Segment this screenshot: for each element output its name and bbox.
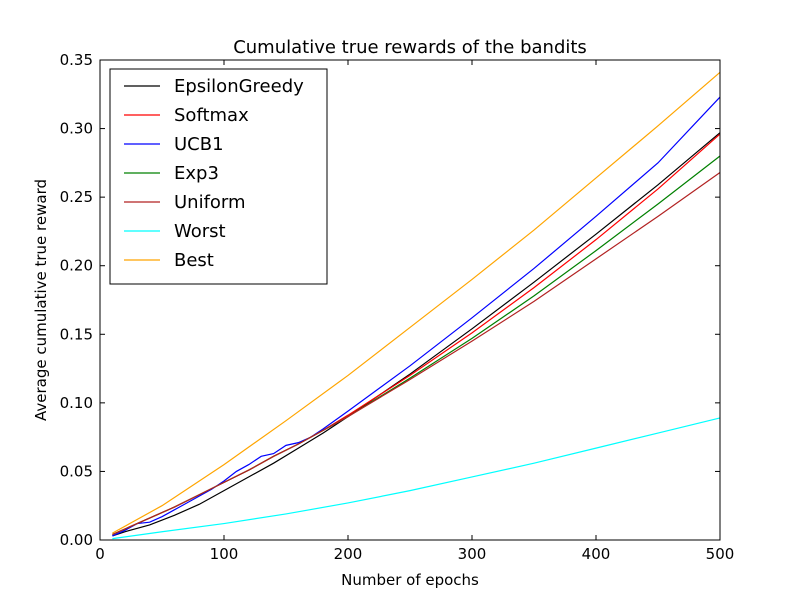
x-tick-label: 400 <box>582 545 611 563</box>
y-tick-label: 0.20 <box>60 257 93 275</box>
x-tick-label: 300 <box>458 545 487 563</box>
legend-box <box>109 68 328 285</box>
x-tick-label: 200 <box>334 545 363 563</box>
x-tick-label: 500 <box>706 545 735 563</box>
y-axis-label: Average cumulative true reward <box>32 179 50 421</box>
series-layer <box>112 71 721 540</box>
legend-label-epsilongreedy: EpsilonGreedy <box>174 76 304 97</box>
y-tick-label: 0.10 <box>60 394 93 412</box>
legend-label-best: Best <box>174 250 214 271</box>
series-line-ucb1 <box>112 96 721 537</box>
chart-title: Cumulative true rewards of the bandits <box>233 37 587 58</box>
series-line-best <box>112 71 721 534</box>
legend-label-worst: Worst <box>174 221 226 242</box>
plot-frame <box>99 59 721 541</box>
series-line-epsilongreedy <box>112 132 721 537</box>
y-tick-label: 0.25 <box>60 188 93 206</box>
series-line-worst <box>112 417 721 540</box>
legend-label-ucb1: UCB1 <box>174 134 224 155</box>
y-tick-label: 0.30 <box>60 120 93 138</box>
x-axis-label: Number of epochs <box>341 571 479 589</box>
x-tick-label: 100 <box>210 545 239 563</box>
legend: EpsilonGreedy Softmax UCB1 Exp3 Uniform Worst… <box>109 68 328 285</box>
x-axis: 0 100 200 300 400 500 <box>95 60 734 563</box>
y-tick-label: 0.35 <box>60 51 93 69</box>
x-tick-label: 0 <box>95 545 105 563</box>
legend-label-exp3: Exp3 <box>174 163 219 184</box>
y-axis: 0.00 0.05 0.10 0.15 0.20 0.25 0.30 0.35 <box>60 51 720 549</box>
legend-label-softmax: Softmax <box>174 105 249 126</box>
legend-label-uniform: Uniform <box>174 192 246 213</box>
y-tick-label: 0.00 <box>60 531 93 549</box>
series-line-uniform <box>112 171 721 536</box>
y-tick-label: 0.05 <box>60 462 93 480</box>
y-tick-label: 0.15 <box>60 325 93 343</box>
